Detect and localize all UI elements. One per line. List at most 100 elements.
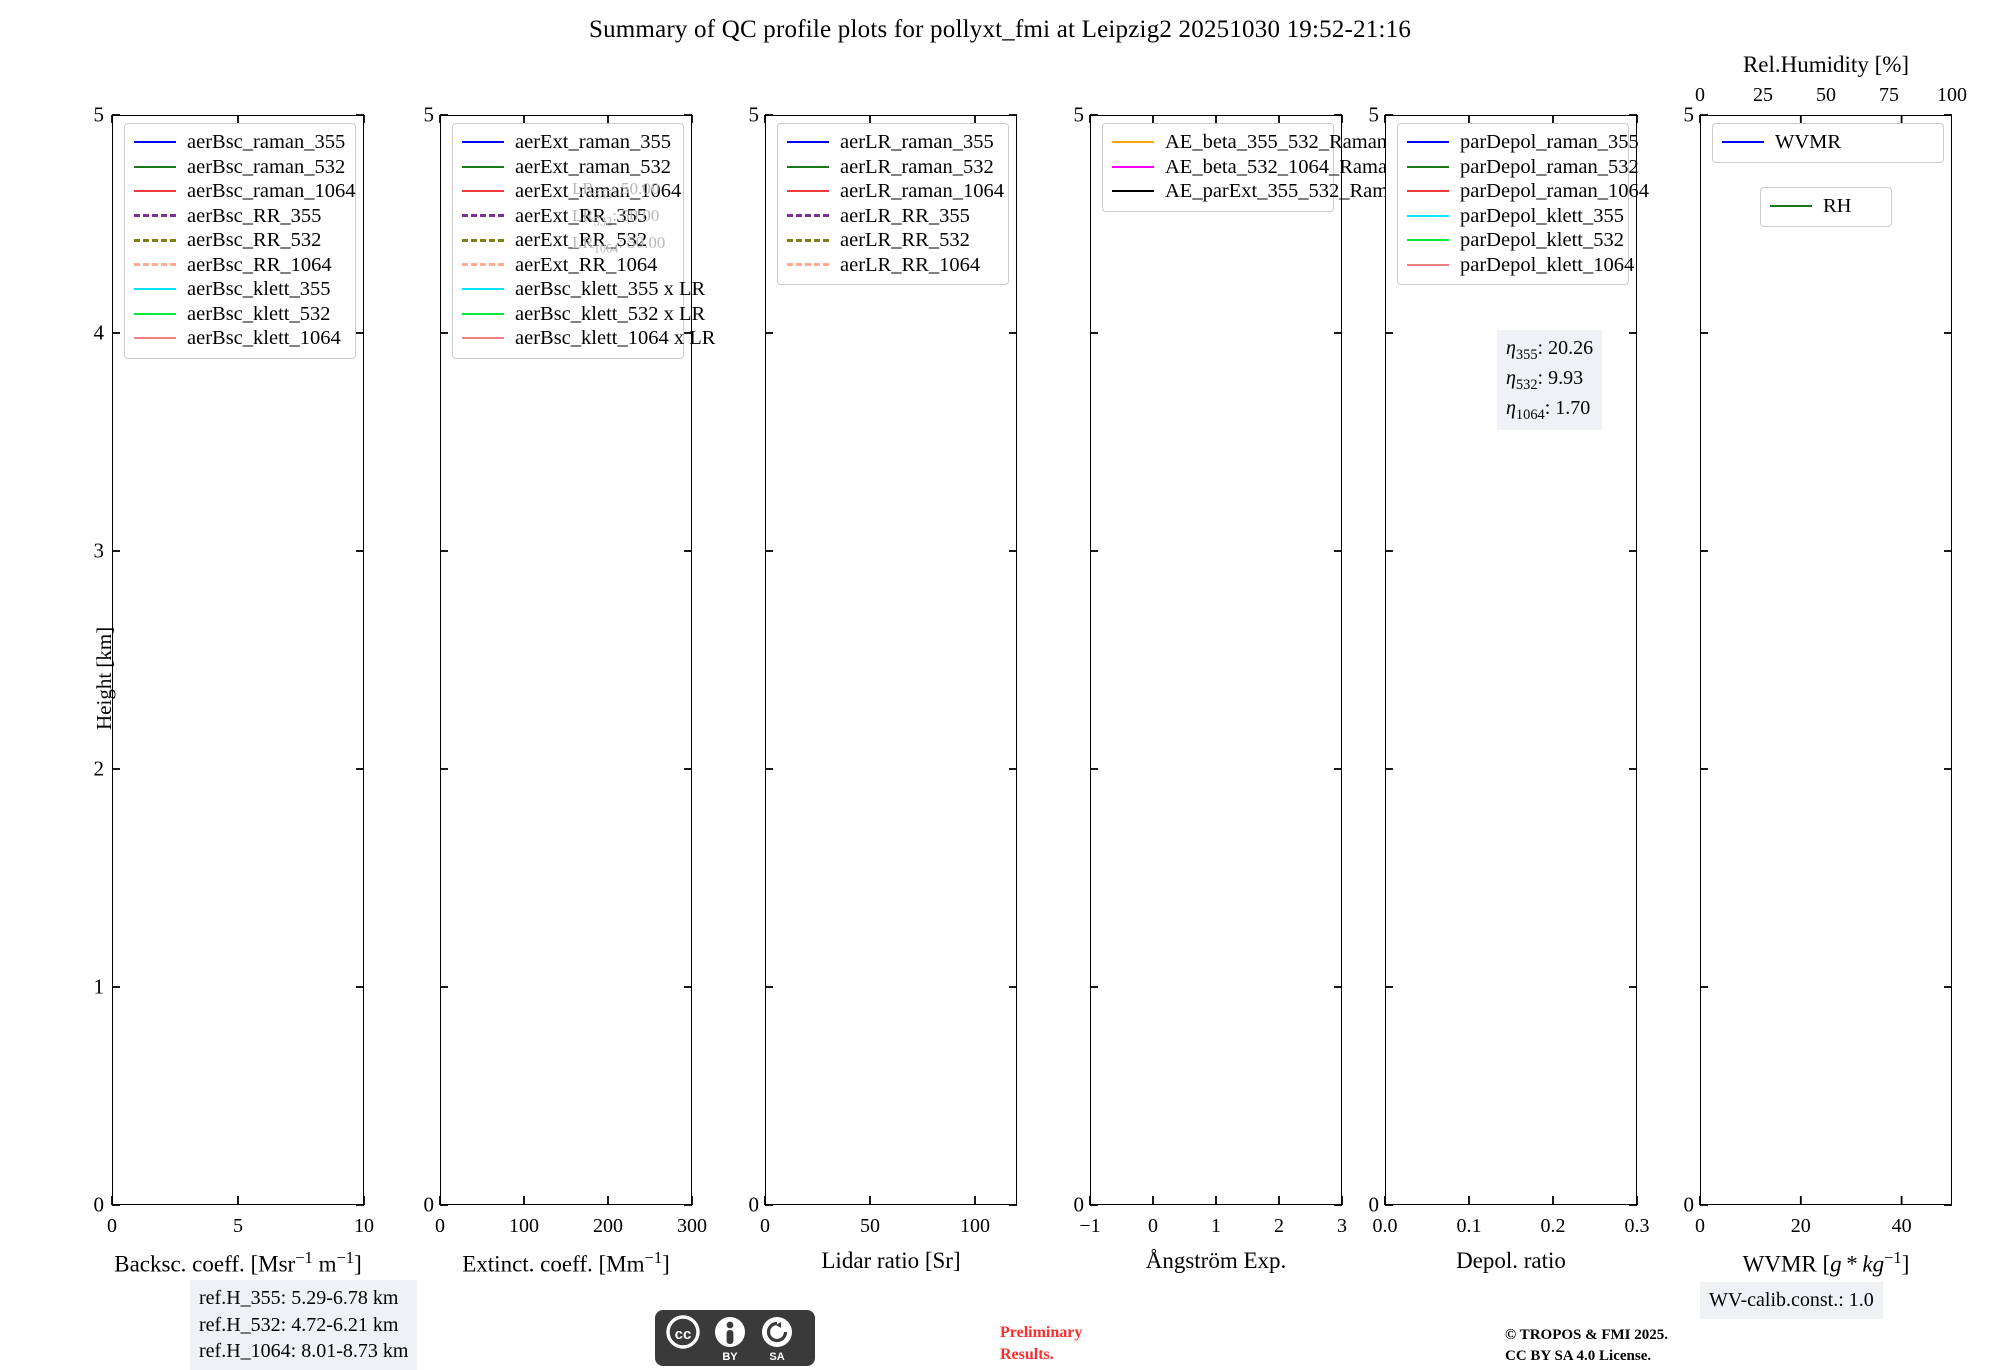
x-tick-label: 10 — [354, 1215, 374, 1237]
legend-item[interactable]: aerBsc_RR_355 — [134, 204, 346, 229]
legend-label: parDepol_raman_355 — [1460, 131, 1639, 153]
legend-item[interactable]: aerExt_raman_355 — [462, 130, 674, 155]
legend-color-swatch — [1407, 214, 1449, 217]
panel-wvmr-rh: 0 20 40 0 25 50 75 100 Rel.Humidity [%] 5 0 WVMR [g… — [1684, 52, 1968, 1277]
legend-color-swatch — [787, 165, 829, 168]
legend-color-swatch — [462, 190, 504, 193]
legend-label: parDepol_klett_1064 — [1460, 253, 1635, 276]
legend-label: aerLR_raman_355 — [840, 131, 994, 153]
y-tick-label: 0 — [1073, 1192, 1085, 1217]
legend-label: AE_parExt_355_532_Raman — [1165, 180, 1408, 202]
legend-item[interactable]: aerBsc_klett_355 — [134, 277, 346, 302]
y-tick-label: 5 — [93, 102, 105, 127]
legend-lidar-ratio[interactable]: aerLR_raman_355 aerLR_raman_532 aerLR_rama… — [777, 123, 1009, 285]
eta-annotation: η355: 20.26 η532: 9.93 η1064: 1.70 — [1497, 330, 1603, 431]
legend-label: aerBsc_klett_532 x LR — [515, 302, 706, 325]
legend-item[interactable]: AE_beta_532_1064_Raman — [1112, 155, 1397, 180]
legend-item[interactable]: aerLR_RR_1064 — [787, 253, 999, 278]
legend-item[interactable]: aerLR_raman_355 — [787, 130, 999, 155]
legend-item[interactable]: aerBsc_klett_532 — [134, 302, 346, 327]
copyright-note: © TROPOS & FMI 2025. CC BY SA 4.0 License… — [1505, 1327, 1669, 1364]
legend-item[interactable]: aerBsc_raman_532 — [134, 155, 346, 180]
legend-wvmr-rh-secondary[interactable]: RH — [1760, 187, 1892, 227]
panel-lidar-ratio: 0 50 100 5 0 Lidar ratio [Sr] aerLR_raman_355 a… — [749, 103, 1017, 1273]
legend-item[interactable]: aerLR_raman_532 — [787, 155, 999, 180]
legend-item[interactable]: aerLR_RR_532 — [787, 228, 999, 253]
legend-depol[interactable]: parDepol_raman_355 parDepol_raman_532 parD… — [1397, 123, 1649, 285]
legend-label: aerBsc_klett_1064 x LR — [515, 327, 716, 349]
legend-item[interactable]: parDepol_klett_1064 — [1407, 253, 1634, 278]
legend-item[interactable]: WVMR — [1722, 130, 1934, 155]
legend-item[interactable]: aerExt_RR_355 — [462, 204, 674, 229]
legend-color-swatch — [134, 312, 176, 315]
legend-color-swatch — [134, 337, 176, 340]
y-tick-label: 0 — [1683, 1192, 1695, 1217]
x-tick-label: 0.0 — [1372, 1215, 1398, 1237]
legend-item[interactable]: parDepol_raman_1064 — [1407, 179, 1649, 204]
reference-height-annotation: ref.H_355: 5.29-6.78 km ref.H_532: 4.72-6… — [190, 1280, 418, 1370]
legend-label: aerBsc_klett_532 — [187, 302, 331, 325]
legend-label: parDepol_klett_532 — [1460, 229, 1624, 251]
top-x-tick-label: 50 — [1816, 84, 1836, 106]
legend-item[interactable]: aerBsc_RR_532 — [134, 228, 346, 253]
legend-label: aerLR_raman_1064 — [840, 180, 1004, 202]
legend-extinction[interactable]: aerExt_raman_355 aerExt_raman_532 aerExt_r… — [452, 123, 715, 359]
x-tick-label: 40 — [1891, 1215, 1912, 1237]
y-tick-labels: 0 1 2 3 4 5 — [68, 103, 105, 1217]
legend-color-swatch — [134, 288, 176, 291]
x-axis-label-extinction: Extinct. coeff. [Mm−1] — [462, 1248, 670, 1277]
top-x-tick-label: 25 — [1753, 84, 1773, 106]
legend-item[interactable]: aerBsc_klett_1064 — [134, 326, 346, 351]
legend-label: aerExt_raman_532 — [515, 155, 671, 178]
legend-item[interactable]: aerLR_raman_1064 — [787, 179, 1004, 204]
legend-item[interactable]: aerLR_RR_355 — [787, 204, 999, 229]
legend-item[interactable]: parDepol_klett_355 — [1407, 204, 1624, 229]
legend-item[interactable]: aerBsc_klett_355 x LR — [462, 277, 705, 302]
panel-depol: 0.0 0.1 0.2 0.3 5 0 Depol. ratio η355: 20.26 η53… — [1369, 103, 1650, 1274]
legend-color-swatch — [1770, 205, 1812, 208]
y-tick-label: 5 — [1683, 102, 1695, 127]
legend-color-swatch — [787, 238, 829, 242]
legend-item[interactable]: parDepol_klett_532 — [1407, 228, 1624, 253]
y-tick-label: 0 — [748, 1192, 760, 1217]
panel-angstrom: −1 0 1 2 3 5 0 Ångström Exp. AE_beta_355_532_Ram… — [1074, 103, 1408, 1274]
legend-item[interactable]: parDepol_raman_532 — [1407, 155, 1639, 180]
legend-angstrom[interactable]: AE_beta_355_532_Raman AE_beta_532_1064_Ra… — [1102, 123, 1408, 212]
legend-label: aerBsc_raman_355 — [187, 131, 346, 153]
legend-label: aerExt_raman_355 — [515, 131, 671, 153]
plot-frame-angstrom — [1090, 115, 1342, 1205]
panel-backscatter: 0 5 10 0 1 2 3 4 5 Backsc. coeff. [Msr−1 m−1] aerB… — [94, 103, 375, 1277]
legend-item[interactable]: aerBsc_klett_1064 x LR — [462, 326, 715, 351]
legend-item[interactable]: AE_parExt_355_532_Raman — [1112, 179, 1408, 204]
legend-item[interactable]: RH — [1770, 194, 1882, 219]
y-tick-label: 5 — [423, 102, 435, 127]
legend-label: aerExt_RR_1064 — [515, 253, 658, 276]
x-tick-label: 0 — [435, 1215, 445, 1237]
x-tick-label: 3 — [1337, 1215, 1347, 1237]
legend-item[interactable]: aerExt_RR_1064 — [462, 253, 674, 278]
legend-item[interactable]: aerExt_raman_1064 — [462, 179, 681, 204]
legend-color-swatch — [134, 214, 176, 218]
y-tick-label: 2 — [93, 756, 105, 781]
y-tick-label: 5 — [748, 102, 760, 127]
top-x-tick-label: 0 — [1695, 84, 1705, 106]
x-tick-label: 0 — [760, 1215, 770, 1237]
legend-item[interactable]: aerBsc_RR_1064 — [134, 253, 346, 278]
legend-item[interactable]: parDepol_raman_355 — [1407, 130, 1639, 155]
top-x-tick-label: 75 — [1879, 84, 1899, 106]
legend-item[interactable]: aerBsc_raman_1064 — [134, 179, 356, 204]
legend-color-swatch — [1112, 141, 1154, 144]
legend-wvmr-rh[interactable]: WVMR — [1712, 123, 1944, 163]
legend-item[interactable]: aerExt_RR_532 — [462, 228, 674, 253]
cc-license-badge: cc BY SA — [655, 1310, 815, 1366]
legend-label: aerBsc_klett_355 x LR — [515, 278, 706, 300]
legend-item[interactable]: aerExt_raman_532 — [462, 155, 674, 180]
legend-item[interactable]: AE_beta_355_532_Raman — [1112, 130, 1387, 155]
legend-color-swatch — [134, 238, 176, 242]
legend-backscatter[interactable]: aerBsc_raman_355 aerBsc_raman_532 aerBsc_r… — [124, 123, 356, 359]
legend-item[interactable]: aerBsc_raman_355 — [134, 130, 346, 155]
legend-item[interactable]: aerBsc_klett_532 x LR — [462, 302, 705, 327]
legend-color-swatch — [134, 165, 176, 168]
legend-label: aerBsc_RR_532 — [187, 229, 322, 251]
